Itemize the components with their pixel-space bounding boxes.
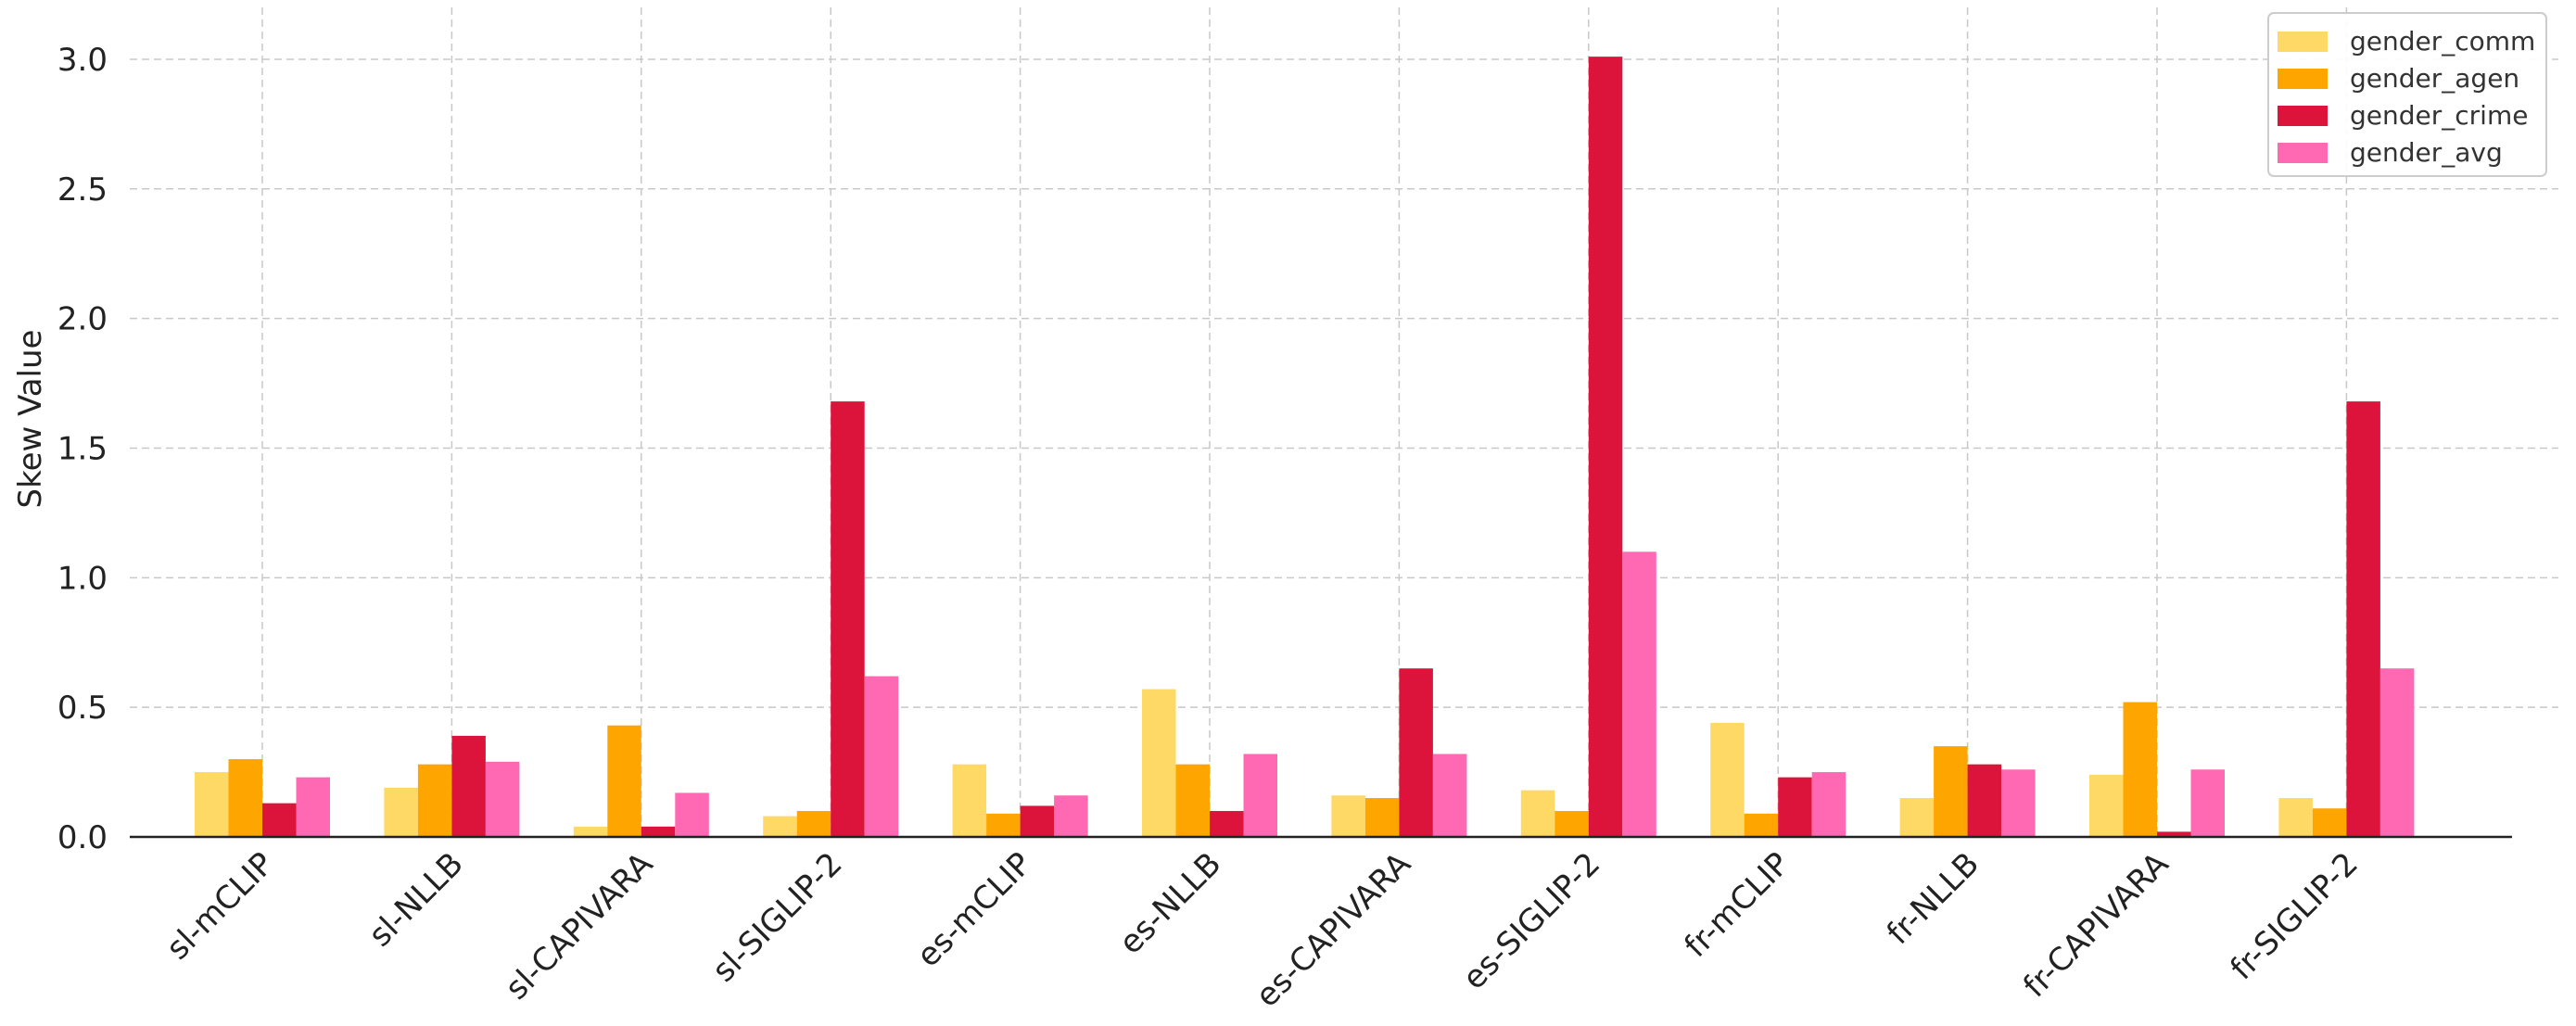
legend-swatch: [2278, 143, 2328, 163]
bar-gender_agen-es-NLLB: [1175, 764, 1210, 837]
x-tick-label: sl-SIGLIP-2: [705, 845, 850, 990]
bar-gender_avg-fr-SIGLIP-2: [2379, 668, 2415, 837]
bar-gender_agen-sl-SIGLIP-2: [796, 811, 831, 837]
x-tick-label: sl-mCLIP: [159, 845, 281, 967]
bar-gender_comm-sl-NLLB: [384, 787, 418, 837]
legend-swatch: [2278, 32, 2328, 52]
bar-gender_crime-fr-NLLB: [1967, 764, 2002, 837]
x-tick-label: es-mCLIP: [909, 845, 1038, 974]
bar-gender_comm-sl-SIGLIP-2: [763, 816, 797, 837]
bar-gender_avg-sl-NLLB: [485, 761, 520, 837]
bar-gender_comm-fr-NLLB: [1899, 798, 1935, 837]
bar-gender_comm-es-NLLB: [1142, 689, 1176, 837]
bars: [195, 57, 2415, 837]
bar-gender_avg-sl-SIGLIP-2: [864, 676, 899, 837]
bar-gender_agen-sl-mCLIP: [228, 759, 262, 837]
bar-gender_avg-fr-NLLB: [2001, 769, 2036, 837]
bar-gender_agen-sl-CAPIVARA: [607, 725, 641, 837]
grid-lines: [130, 7, 2558, 837]
bar-gender_avg-fr-CAPIVARA: [2190, 769, 2225, 837]
legend-label: gender_agen: [2350, 63, 2519, 94]
x-tick-label: es-NLLB: [1112, 845, 1229, 962]
bar-gender_avg-fr-mCLIP: [1811, 772, 1846, 837]
legend-swatch: [2278, 106, 2328, 126]
bar-gender_crime-es-SIGLIP-2: [1588, 57, 1623, 837]
bar-gender_crime-es-NLLB: [1210, 811, 1244, 837]
x-tick-label: fr-NLLB: [1880, 845, 1986, 952]
bar-gender_avg-es-SIGLIP-2: [1622, 551, 1656, 837]
bar-gender_crime-fr-mCLIP: [1778, 777, 1812, 837]
legend-frame: [2267, 12, 2547, 177]
bar-gender_comm-es-CAPIVARA: [1331, 795, 1365, 837]
x-tick-label: fr-SIGLIP-2: [2224, 845, 2366, 987]
bar-gender_crime-sl-CAPIVARA: [641, 826, 676, 837]
bar-gender_avg-sl-mCLIP: [296, 777, 330, 837]
x-tick-label: fr-CAPIVARA: [2016, 845, 2176, 1005]
bar-gender_avg-es-CAPIVARA: [1432, 754, 1467, 837]
x-tick-label: es-CAPIVARA: [1249, 845, 1418, 1015]
legend-label: gender_crime: [2350, 100, 2528, 131]
bar-gender_comm-es-SIGLIP-2: [1520, 790, 1555, 837]
bar-gender_comm-sl-mCLIP: [195, 772, 229, 837]
legend: gender_comm gender_agen gender_crimegender…: [2267, 12, 2547, 177]
bar-gender_agen-fr-NLLB: [1934, 746, 1968, 837]
bar-gender_crime-fr-CAPIVARA: [2157, 831, 2191, 837]
x-tick-label: fr-mCLIP: [1678, 845, 1797, 965]
bar-gender_crime-es-mCLIP: [1020, 805, 1055, 837]
y-axis-label: Skew Value: [12, 330, 49, 509]
y-tick-label: 2.0: [57, 301, 108, 338]
bar-gender_agen-fr-SIGLIP-2: [2312, 808, 2347, 837]
bar-gender_crime-es-CAPIVARA: [1399, 668, 1433, 837]
bar-gender_agen-fr-mCLIP: [1744, 813, 1779, 837]
x-tick-label: sl-NLLB: [362, 845, 470, 954]
bar-gender_crime-sl-mCLIP: [262, 803, 297, 837]
y-tick-label: 2.5: [57, 171, 108, 209]
bar-gender_agen-fr-CAPIVARA: [2123, 702, 2157, 837]
bar-gender_agen-es-mCLIP: [986, 813, 1021, 837]
y-tick-label: 3.0: [57, 42, 108, 79]
x-tick-labels: sl-mCLIP sl-NLLB sl-CAPIVARA sl-SIGLIP-2 es-…: [159, 845, 2366, 1015]
x-tick-label: sl-CAPIVARA: [499, 845, 661, 1007]
bar-gender_avg-es-NLLB: [1243, 754, 1277, 837]
bar-gender_agen-sl-NLLB: [417, 764, 452, 837]
bar-gender_agen-es-CAPIVARA: [1364, 798, 1400, 837]
bar-gender_crime-sl-SIGLIP-2: [831, 401, 865, 837]
bar-gender_crime-sl-NLLB: [451, 735, 486, 837]
bar-gender_agen-es-SIGLIP-2: [1554, 811, 1589, 837]
bar-gender_comm-fr-CAPIVARA: [2089, 774, 2124, 837]
bar-gender_avg-es-mCLIP: [1054, 795, 1088, 837]
bar-gender_crime-fr-SIGLIP-2: [2346, 401, 2380, 837]
bar-gender_avg-sl-CAPIVARA: [675, 792, 709, 837]
bar-gender_comm-sl-CAPIVARA: [573, 826, 608, 837]
x-tick-label: es-SIGLIP-2: [1455, 845, 1607, 997]
y-tick-label: 0.0: [57, 819, 108, 856]
legend-label: gender_comm: [2350, 26, 2535, 57]
bar-gender_comm-fr-SIGLIP-2: [2278, 798, 2313, 837]
bar-gender_comm-es-mCLIP: [952, 764, 987, 837]
y-tick-label: 1.5: [57, 430, 108, 467]
y-tick-labels: 0.0 0.5 1.0 1.5 2.0 2.5 3.0: [57, 42, 108, 856]
y-tick-label: 1.0: [57, 560, 108, 597]
legend-swatch: [2278, 69, 2328, 89]
bar-gender_comm-fr-mCLIP: [1710, 722, 1745, 837]
legend-label: gender_avg: [2350, 137, 2503, 168]
y-tick-label: 0.5: [57, 690, 108, 727]
